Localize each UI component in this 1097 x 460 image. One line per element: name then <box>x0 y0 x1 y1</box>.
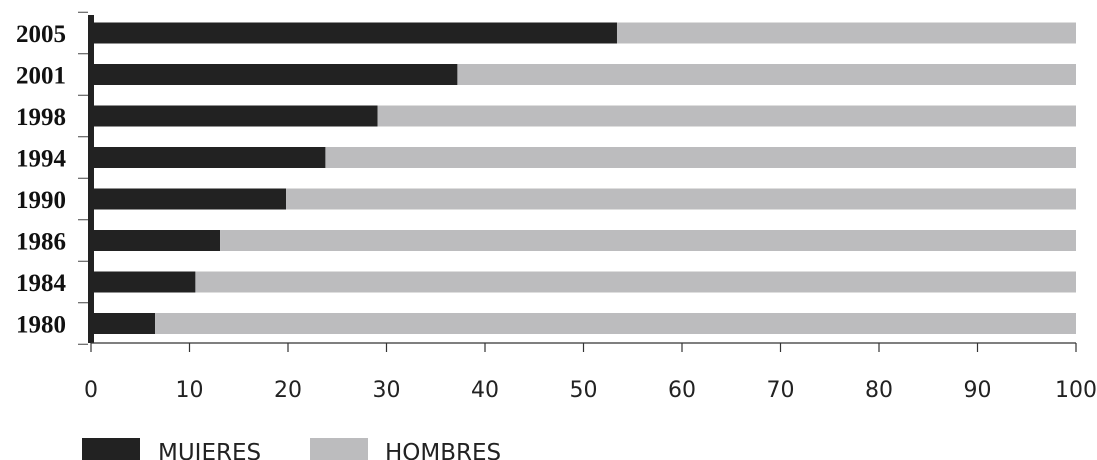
category-label-1994: 1994 <box>16 146 67 173</box>
bar-mujeres-1998 <box>91 105 378 127</box>
category-label-2005: 2005 <box>16 21 66 48</box>
category-label-1998: 1998 <box>16 104 66 131</box>
legend: MUJERES HOMBRES <box>82 438 501 460</box>
legend-label-hombres: HOMBRES <box>385 440 501 460</box>
category-label-1984: 1984 <box>16 270 67 297</box>
x-tick-label-80: 80 <box>865 378 893 403</box>
bar-hombres-1984 <box>195 271 1076 293</box>
x-tick-label-10: 10 <box>176 378 204 403</box>
x-tick-label-90: 90 <box>964 378 992 403</box>
bar-hombres-2001 <box>457 64 1076 85</box>
bar-hombres-1994 <box>325 147 1076 168</box>
x-tick-label-20: 20 <box>274 378 302 403</box>
bar-mujeres-1990 <box>91 188 287 210</box>
category-label-1986: 1986 <box>16 229 66 256</box>
x-tick-label-70: 70 <box>767 378 795 403</box>
category-labels: 2005 2001 1998 1994 1990 1986 1984 1980 <box>16 21 67 339</box>
bars-group <box>91 22 1076 334</box>
y-axis <box>78 11 94 345</box>
category-label-2001: 2001 <box>16 63 66 90</box>
y-axis-line <box>88 15 94 343</box>
bar-mujeres-2001 <box>91 64 458 85</box>
x-tick-label-0: 0 <box>84 378 98 403</box>
bar-mujeres-1980 <box>91 313 156 334</box>
category-label-1980: 1980 <box>16 312 66 339</box>
bar-hombres-1998 <box>377 105 1076 127</box>
x-tick-label-100: 100 <box>1055 378 1097 403</box>
bar-mujeres-1984 <box>91 271 196 293</box>
x-tick-label-30: 30 <box>373 378 401 403</box>
category-label-1990: 1990 <box>16 187 66 214</box>
bar-hombres-2005 <box>616 22 1076 44</box>
bar-mujeres-2005 <box>91 22 617 44</box>
x-tick-label-50: 50 <box>570 378 598 403</box>
bar-mujeres-1986 <box>91 230 221 251</box>
bar-mujeres-1994 <box>91 147 326 168</box>
x-tick-label-60: 60 <box>668 378 696 403</box>
x-axis: 0 10 20 30 40 50 60 70 80 90 100 <box>84 342 1097 403</box>
x-tick-label-40: 40 <box>471 378 499 403</box>
legend-swatch-mujeres <box>82 438 140 460</box>
legend-label-mujeres: MUJERES <box>158 440 261 460</box>
bar-hombres-1990 <box>286 188 1076 210</box>
legend-swatch-hombres <box>310 438 368 460</box>
bar-hombres-1986 <box>220 230 1076 251</box>
bar-hombres-1980 <box>155 313 1076 334</box>
